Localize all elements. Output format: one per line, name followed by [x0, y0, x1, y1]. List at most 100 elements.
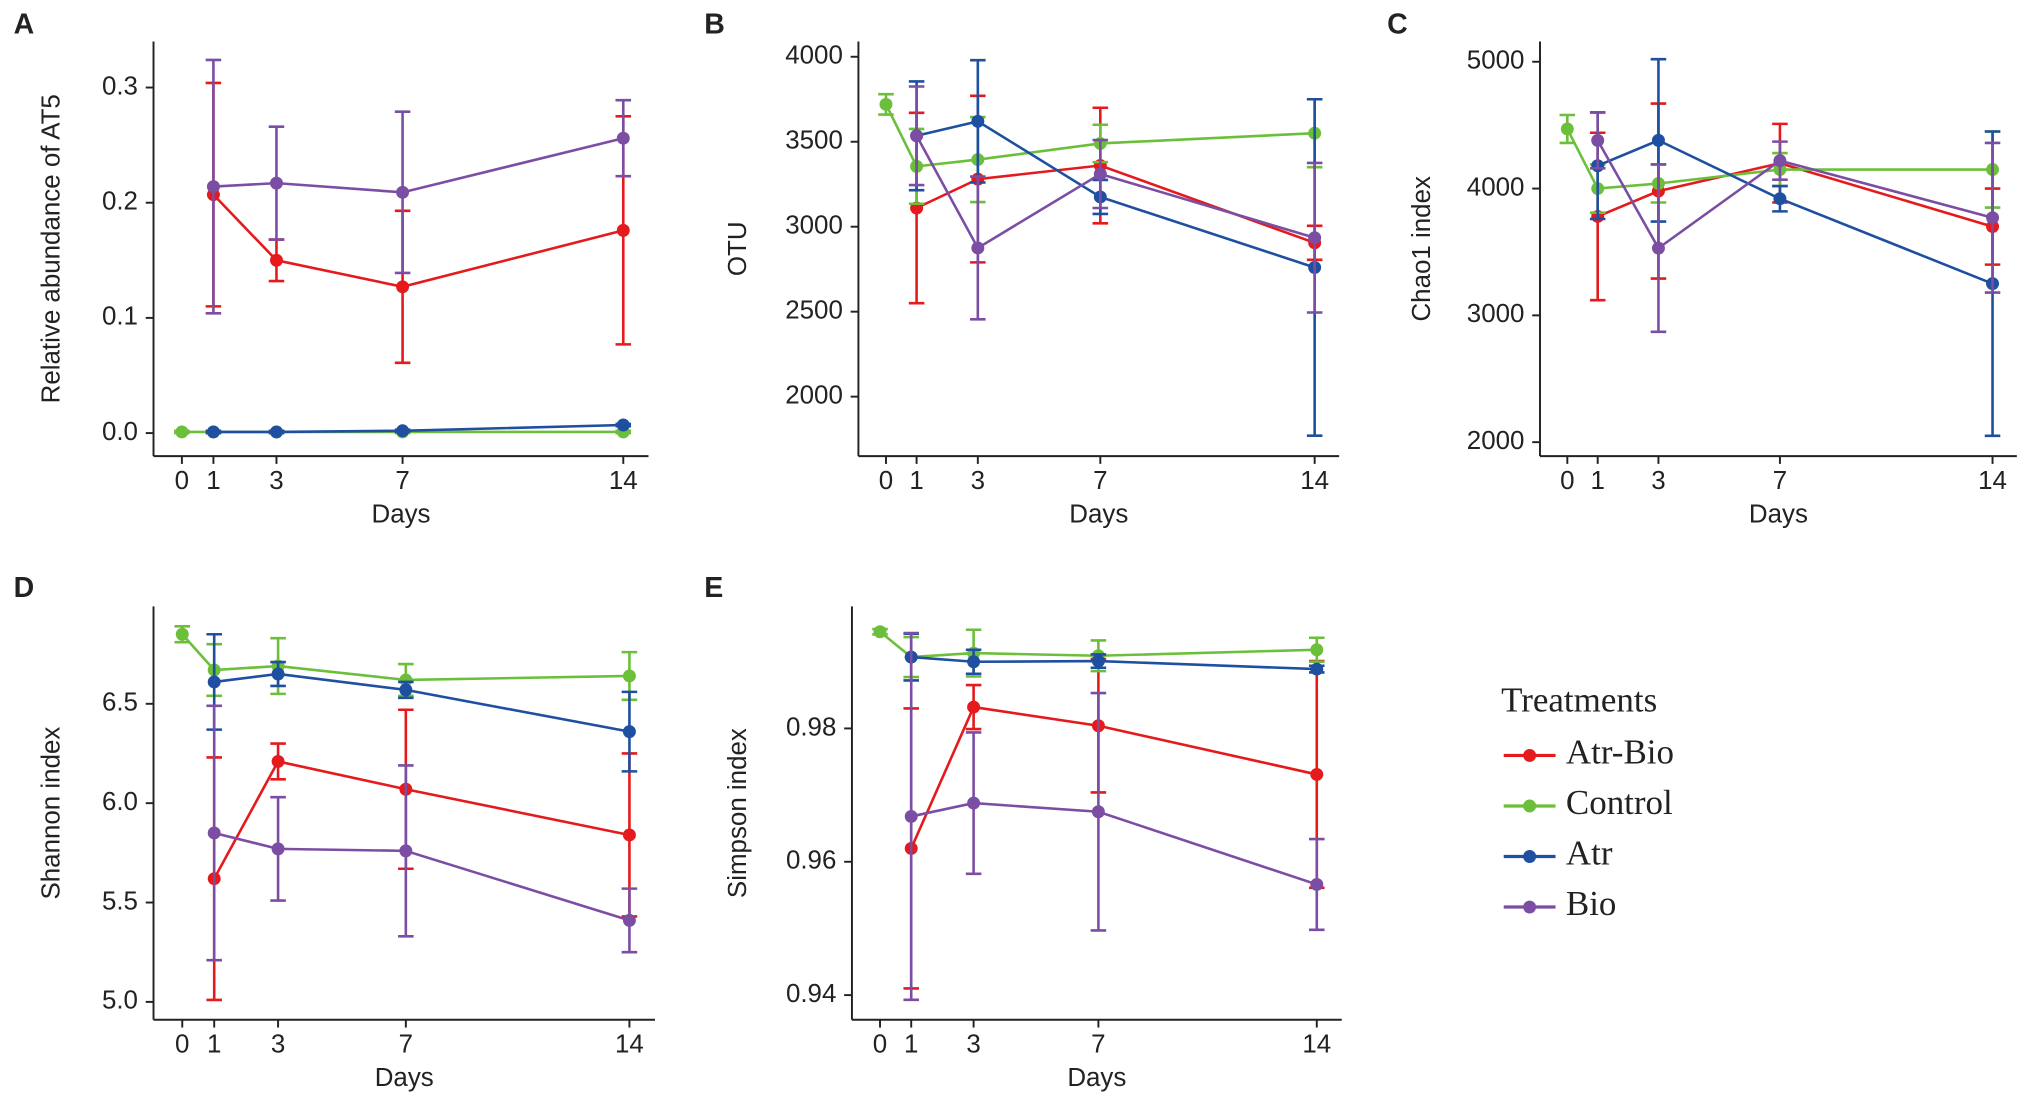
series-line	[212, 193, 624, 289]
data-point	[269, 253, 283, 267]
x-tick-label: 7	[1773, 467, 1787, 495]
data-point	[1591, 133, 1605, 147]
y-tick-label: 0.3	[102, 72, 138, 100]
panel-label: B	[704, 8, 725, 40]
x-axis-label: Days	[1069, 501, 1128, 529]
x-tick-label: 7	[395, 467, 409, 495]
data-point	[967, 655, 981, 669]
data-point	[396, 424, 410, 438]
series-line	[916, 119, 1316, 269]
data-point	[616, 418, 630, 432]
data-point	[1560, 122, 1574, 136]
data-point	[616, 131, 630, 145]
data-point	[967, 700, 981, 714]
data-point	[971, 114, 985, 128]
y-tick-label: 3000	[1467, 300, 1525, 328]
data-point	[873, 625, 887, 639]
series-line	[213, 759, 630, 880]
data-point	[1091, 654, 1105, 668]
data-point	[1310, 877, 1324, 891]
x-axis-label: Days	[1749, 501, 1808, 529]
x-tick-label: 0	[175, 467, 189, 495]
y-tick-label: 6.0	[102, 788, 138, 816]
y-tick-label: 0.94	[786, 980, 836, 1008]
y-tick-label: 0.96	[786, 847, 836, 875]
y-axis-label: Shannon index	[37, 727, 65, 900]
x-tick-label: 3	[1651, 467, 1665, 495]
y-tick-label: 0.0	[102, 418, 138, 446]
y-tick-label: 3500	[785, 127, 843, 155]
x-tick-label: 1	[207, 1031, 221, 1059]
data-point	[175, 627, 189, 641]
series-line	[910, 705, 1318, 849]
x-tick-label: 1	[904, 1031, 918, 1059]
data-point	[269, 176, 283, 190]
data-point	[971, 241, 985, 255]
series-line	[213, 831, 630, 922]
data-point	[271, 754, 285, 768]
data-point	[1093, 167, 1107, 181]
data-point	[1651, 241, 1665, 255]
panel-label: D	[14, 572, 35, 604]
data-point	[1091, 805, 1105, 819]
y-tick-label: 2000	[1467, 427, 1525, 455]
x-tick-label: 0	[879, 467, 893, 495]
legend-marker	[1523, 748, 1537, 762]
x-tick-label: 7	[399, 1031, 413, 1059]
legend-marker	[1523, 850, 1537, 863]
data-point	[622, 913, 636, 927]
legend-label: Bio	[1566, 884, 1617, 923]
series-line	[213, 136, 624, 194]
data-point	[1310, 767, 1324, 781]
y-tick-label: 0.98	[786, 713, 836, 741]
x-tick-label: 3	[271, 1031, 285, 1059]
data-point	[269, 425, 283, 439]
data-point	[616, 223, 630, 237]
y-tick-label: 4000	[785, 42, 843, 70]
legend-label: Atr-Bio	[1566, 732, 1674, 771]
y-axis-label: Simpson index	[724, 728, 752, 898]
x-tick-label: 14	[1302, 1031, 1331, 1059]
data-point	[1773, 154, 1787, 168]
legend-marker	[1523, 900, 1537, 914]
y-axis-label: OTU	[724, 221, 752, 276]
panel-label: A	[14, 8, 35, 40]
x-tick-label: 7	[1091, 1031, 1105, 1059]
x-axis-label: Days	[371, 501, 430, 529]
data-point	[967, 796, 981, 810]
y-tick-label: 5.5	[102, 887, 138, 915]
y-tick-label: 3000	[785, 212, 843, 240]
data-point	[207, 826, 221, 840]
x-tick-label: 14	[615, 1031, 644, 1059]
x-tick-label: 7	[1093, 467, 1107, 495]
series-line	[1596, 139, 1993, 251]
y-tick-label: 0.2	[102, 188, 138, 216]
series-line	[214, 672, 630, 733]
x-tick-label: 14	[1300, 467, 1329, 495]
data-point	[1310, 662, 1324, 676]
series-line	[910, 801, 1318, 886]
data-point	[399, 683, 413, 697]
data-point	[175, 425, 189, 439]
y-tick-label: 5.0	[102, 987, 138, 1015]
x-tick-label: 3	[966, 1031, 980, 1059]
data-point	[622, 669, 636, 683]
data-point	[396, 280, 410, 294]
panel-label: C	[1387, 8, 1408, 40]
data-point	[271, 842, 285, 856]
y-tick-label: 5000	[1467, 47, 1525, 75]
y-tick-label: 0.1	[102, 303, 138, 331]
panel-label: E	[704, 572, 723, 604]
y-tick-label: 4000	[1467, 173, 1525, 201]
x-tick-label: 1	[1590, 467, 1604, 495]
data-point	[399, 844, 413, 858]
data-point	[904, 809, 918, 823]
data-point	[271, 667, 285, 681]
data-point	[1651, 133, 1665, 147]
y-tick-label: 2500	[785, 297, 843, 325]
x-tick-label: 1	[909, 467, 923, 495]
legend-label: Atr	[1566, 834, 1613, 873]
data-point	[622, 828, 636, 842]
y-tick-label: 6.5	[102, 689, 138, 717]
